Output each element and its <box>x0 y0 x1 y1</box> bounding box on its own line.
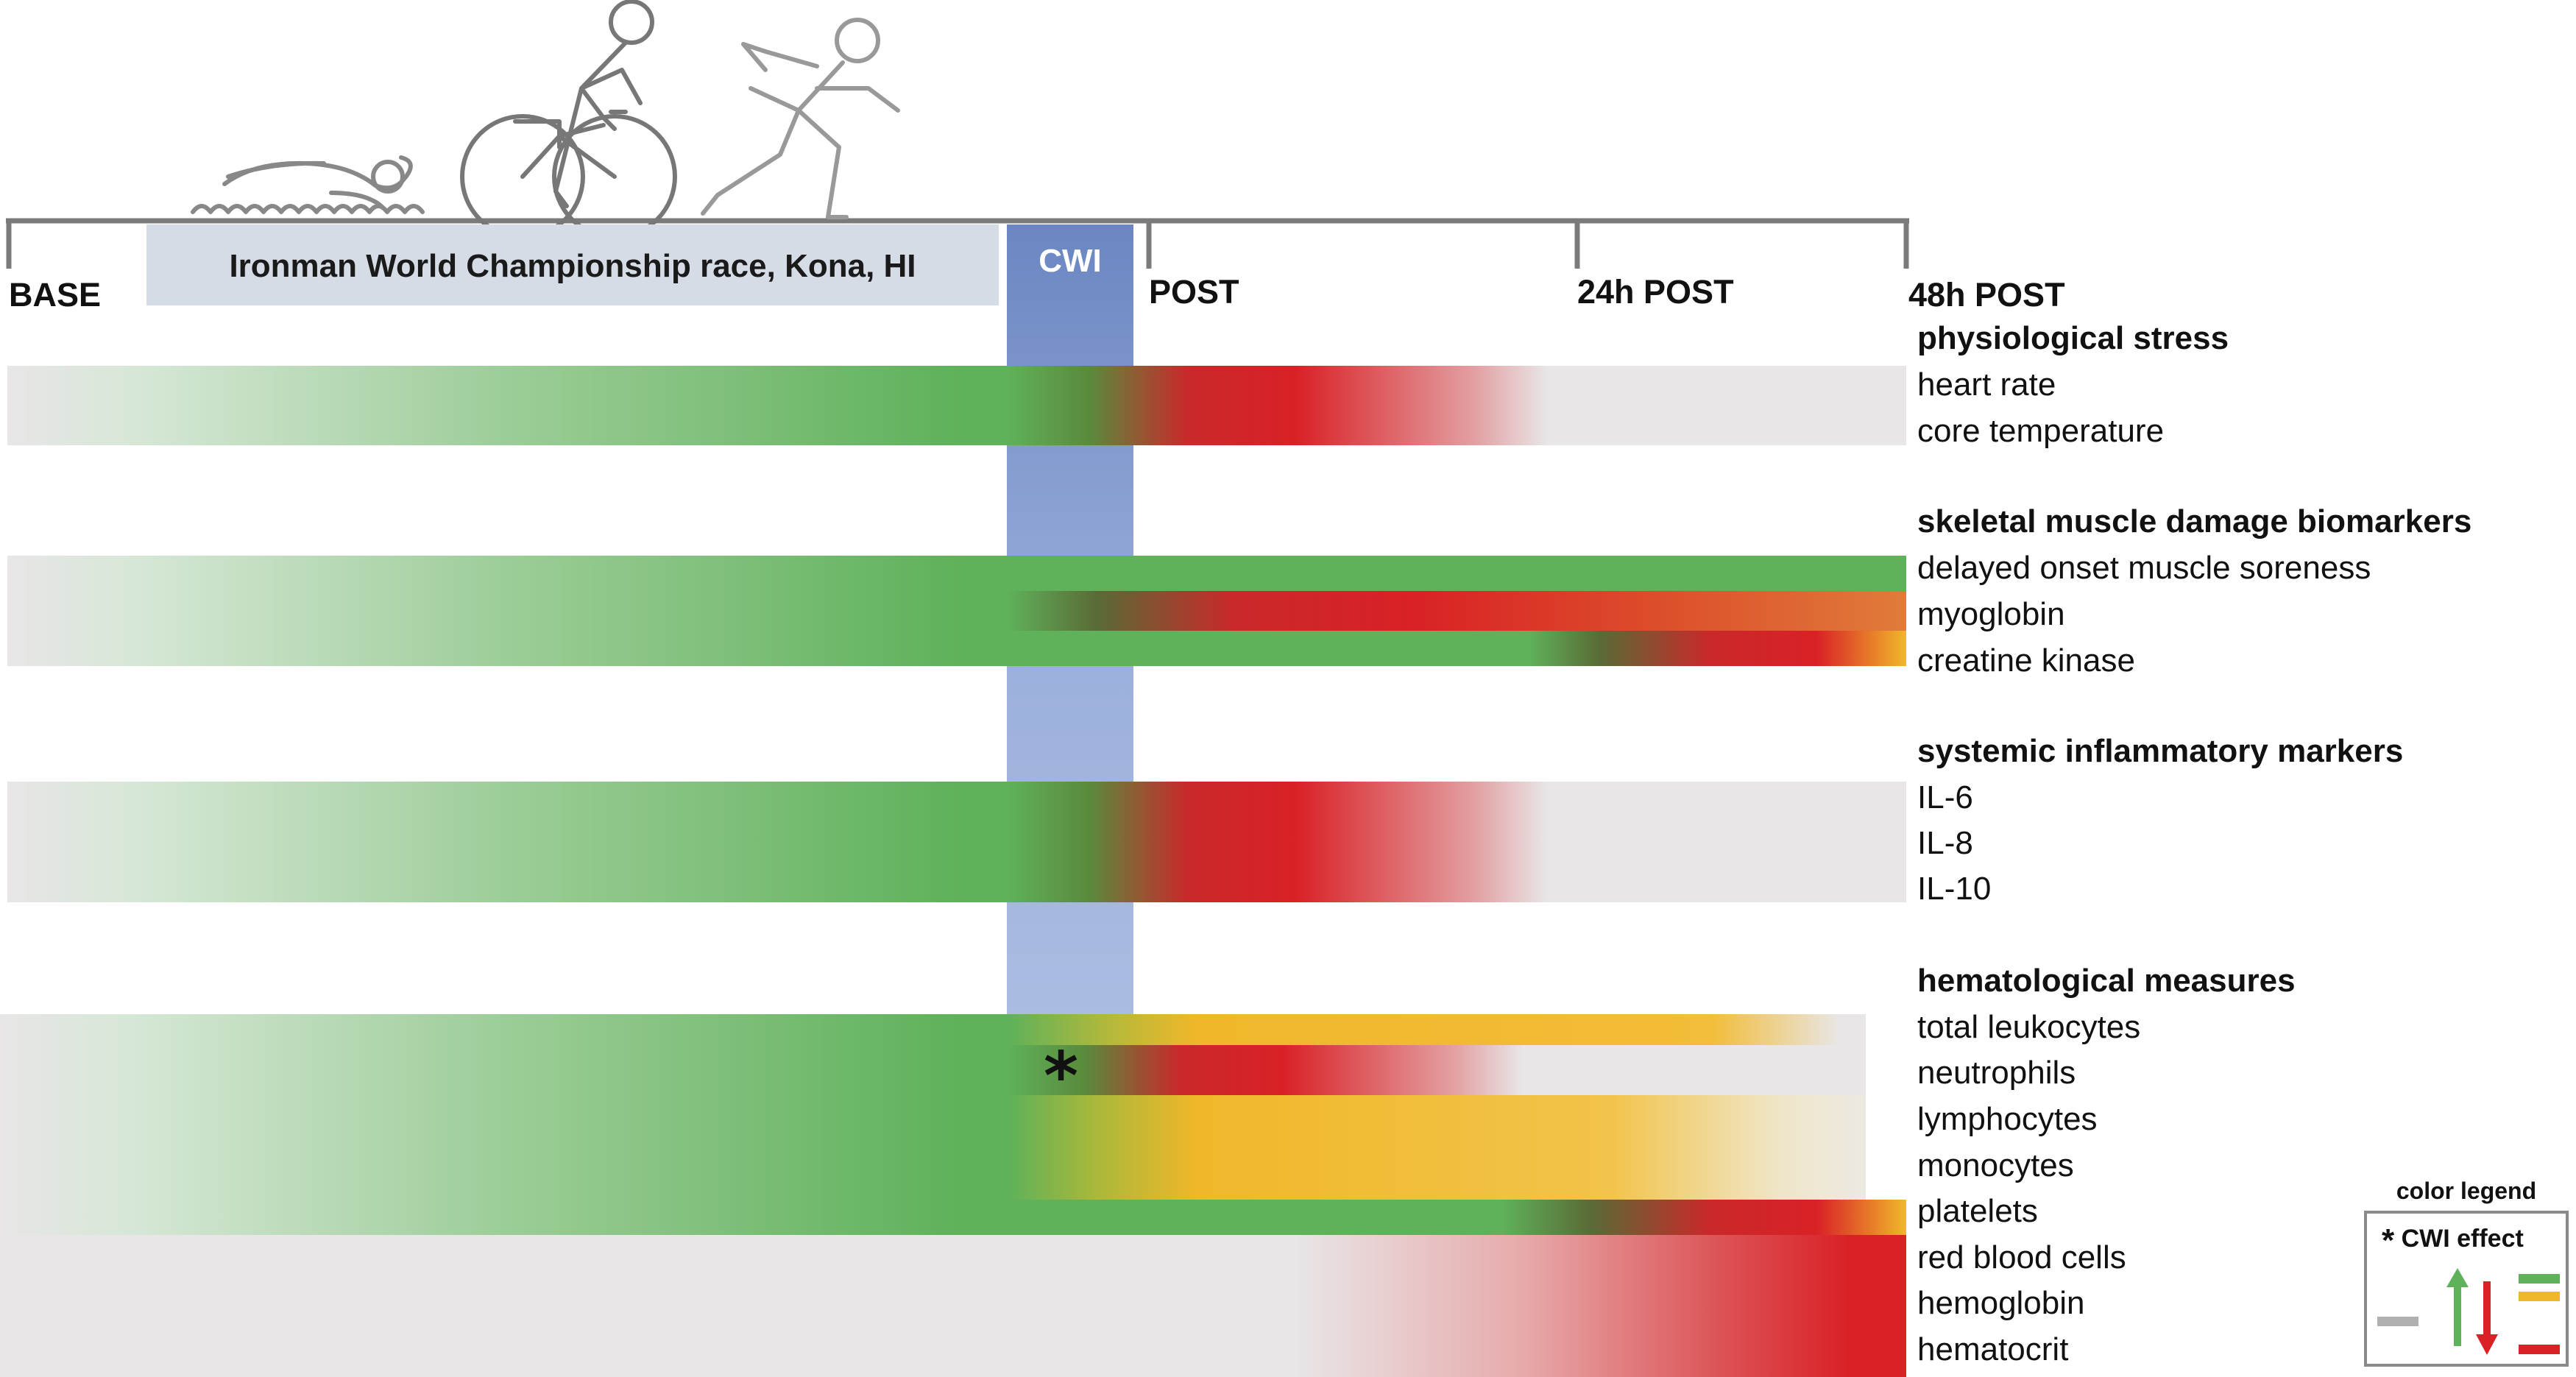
color-legend: * CWI effect <box>2364 1211 2569 1367</box>
group-item: hematocrit <box>1917 1331 2069 1367</box>
group-title: systemic inflammatory markers <box>1917 733 2404 769</box>
group-item: IL-10 <box>1917 871 1992 907</box>
group-item: platelets <box>1917 1193 2038 1229</box>
legend-graphics <box>2377 1268 2560 1355</box>
legend-yellow-bar <box>2519 1292 2560 1301</box>
bar-physiological-stress <box>7 366 1906 445</box>
group-item: monocytes <box>1917 1147 2074 1183</box>
swimmer-icon <box>191 155 425 214</box>
legend-green-bar <box>2519 1274 2560 1284</box>
group-item: neutrophils <box>1917 1055 2076 1091</box>
group-item: core temperature <box>1917 413 2165 449</box>
timeline-axis <box>6 218 1909 269</box>
bar-hematological <box>0 1014 1906 1377</box>
cwi-effect-marker: * <box>1044 1038 1079 1115</box>
bar-skeletal-muscle <box>7 556 1906 666</box>
timepoint-24h-post: 24h POST <box>1577 273 1734 311</box>
race-label: Ironman World Championship race, Kona, H… <box>229 248 916 284</box>
legend-cwi-text: CWI effect <box>2401 1225 2524 1253</box>
group-item: IL-8 <box>1917 825 1973 861</box>
group-item: red blood cells <box>1917 1239 2126 1275</box>
bar-inflammatory <box>7 782 1906 902</box>
group-item: hemoglobin <box>1917 1285 2085 1321</box>
arrow-down-icon <box>2476 1281 2498 1355</box>
group-item: lymphocytes <box>1917 1101 2098 1137</box>
group-item: delayed onset muscle soreness <box>1917 550 2371 586</box>
legend-star: * <box>2382 1222 2395 1259</box>
cyclist-icon <box>460 0 677 239</box>
group-item: heart rate <box>1917 367 2056 403</box>
group-item: creatine kinase <box>1917 643 2135 679</box>
legend-title: color legend <box>2396 1178 2537 1204</box>
group-title: physiological stress <box>1917 320 2229 356</box>
group-item: IL-6 <box>1917 779 1973 815</box>
timepoint-post: POST <box>1149 273 1239 311</box>
group-title: hematological measures <box>1917 963 2296 999</box>
group-item: myoglobin <box>1917 596 2065 632</box>
group-item: total leukocytes <box>1917 1009 2141 1045</box>
timepoint-48h-post: 48h POST <box>1908 276 2065 314</box>
legend-cwi-effect: * CWI effect <box>2382 1222 2524 1259</box>
race-period-box: Ironman World Championship race, Kona, H… <box>146 224 999 305</box>
cwi-label: CWI <box>1038 243 1102 279</box>
group-title: skeletal muscle damage biomarkers <box>1917 503 2472 539</box>
legend-gray-bar <box>2377 1317 2418 1326</box>
timepoint-base: BASE <box>9 276 102 314</box>
arrow-up-icon <box>2446 1268 2469 1346</box>
runner-icon <box>701 18 900 219</box>
legend-red-bar <box>2519 1345 2560 1354</box>
